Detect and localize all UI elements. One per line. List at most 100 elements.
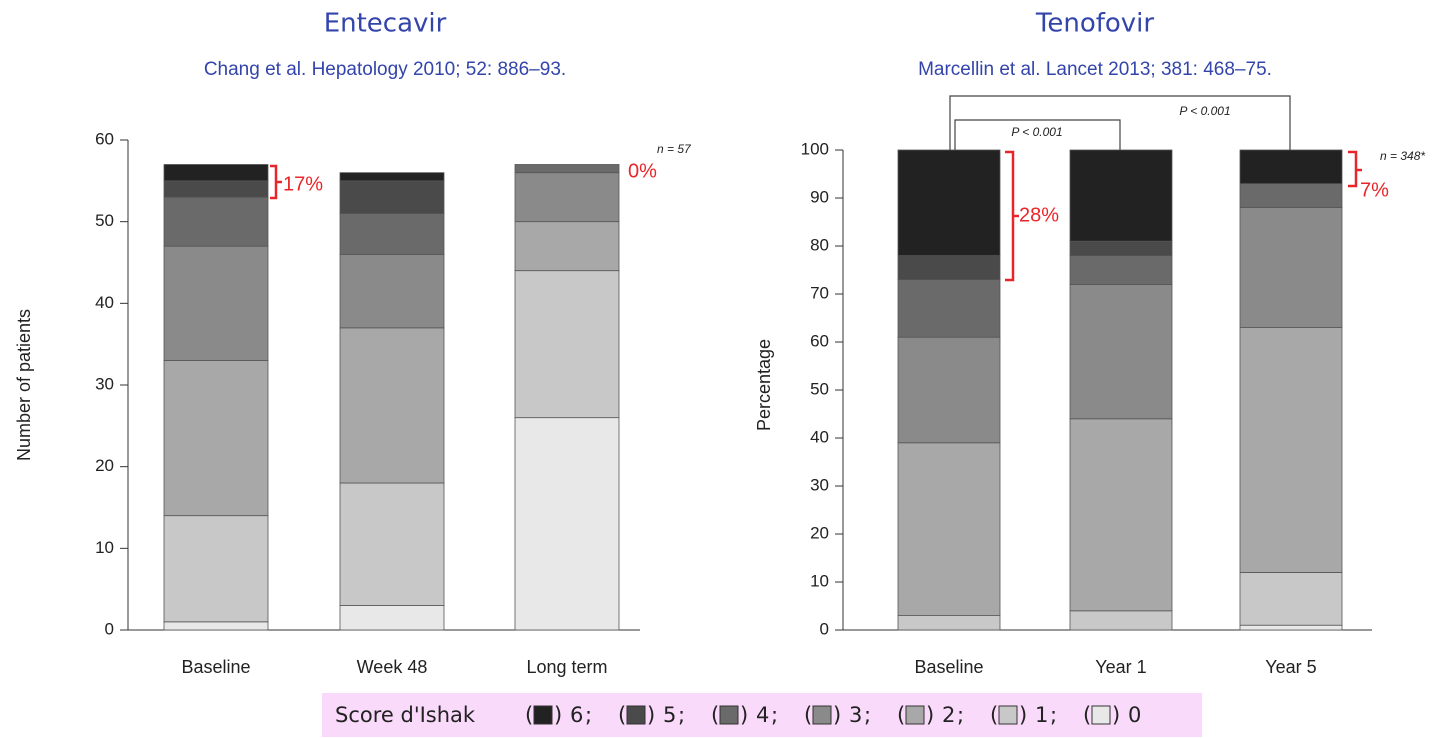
legend-label: 5 xyxy=(663,703,676,727)
annotation: n = 348* xyxy=(1380,149,1425,163)
annotation: 28% xyxy=(1019,204,1059,226)
annotation: 7% xyxy=(1360,179,1389,201)
bar-segment xyxy=(1069,283,1173,420)
legend-swatch xyxy=(626,705,646,725)
legend-separator: ; xyxy=(771,703,778,727)
bar-segment xyxy=(514,164,620,174)
legend-separator: ; xyxy=(957,703,964,727)
y-tick-label: 50 xyxy=(95,211,114,230)
legend-separator: ; xyxy=(678,703,685,727)
chart-subtitle: Marcellin et al. Lancet 2013; 381: 468–7… xyxy=(918,59,1272,80)
bar-segment xyxy=(1069,610,1173,631)
legend-separator: ; xyxy=(1050,703,1057,727)
bar-segment xyxy=(897,279,1001,338)
y-axis-label: Number of patients xyxy=(14,309,34,461)
bar-segment xyxy=(514,270,620,419)
y-tick-label: 70 xyxy=(810,283,829,302)
y-tick-label: 60 xyxy=(95,129,114,148)
y-tick-label: 0 xyxy=(105,619,114,638)
y-tick-label: 30 xyxy=(95,374,114,393)
bar-segment xyxy=(163,245,269,361)
legend-paren: ( xyxy=(897,703,905,727)
x-tick-label: Week 48 xyxy=(357,657,428,677)
legend-box xyxy=(322,693,1202,737)
legend-swatch xyxy=(1091,705,1111,725)
chart-subtitle: Chang et al. Hepatology 2010; 52: 886–93… xyxy=(204,59,566,80)
bar-segment xyxy=(339,327,445,484)
legend-label: 4 xyxy=(756,703,769,727)
legend-swatch xyxy=(719,705,739,725)
bar-segment xyxy=(163,164,269,182)
bar-segment xyxy=(897,615,1001,631)
y-tick-label: 10 xyxy=(810,571,829,590)
bar-segment xyxy=(1239,624,1343,631)
annotation: P < 0.001 xyxy=(1011,125,1062,139)
annotation: P < 0.001 xyxy=(1179,104,1230,118)
legend-paren: ) xyxy=(833,703,841,727)
bar-segment xyxy=(163,515,269,623)
chart-title: Tenofovir xyxy=(1035,9,1155,39)
y-tick-label: 90 xyxy=(810,187,829,206)
x-tick-label: Long term xyxy=(526,657,607,677)
annotation: 0% xyxy=(628,160,657,182)
bar-segment xyxy=(1239,327,1343,573)
brackets xyxy=(270,150,1362,282)
legend-paren: ) xyxy=(926,703,934,727)
bar-segment xyxy=(339,253,445,329)
x-tick-label: Baseline xyxy=(181,657,250,677)
legend-paren: ) xyxy=(1112,703,1120,727)
bar-segment xyxy=(514,417,620,631)
x-tick-label: Year 1 xyxy=(1095,657,1146,677)
bar-segment xyxy=(1239,207,1343,329)
legend-swatch xyxy=(533,705,553,725)
bar-segment xyxy=(1069,240,1173,256)
x-tick-label: Year 5 xyxy=(1265,657,1316,677)
annotation: 17% xyxy=(283,173,323,195)
legend-separator: ; xyxy=(864,703,871,727)
annotation: n = 57 xyxy=(657,142,692,156)
bar-segment xyxy=(897,255,1001,281)
y-tick-label: 30 xyxy=(810,475,829,494)
chart-title: Entecavir xyxy=(324,9,447,39)
legend-separator: ; xyxy=(585,703,592,727)
legend-paren: ) xyxy=(1019,703,1027,727)
bar-segment xyxy=(514,172,620,223)
legend-paren: ( xyxy=(711,703,719,727)
bar-segment xyxy=(1239,572,1343,626)
legend-swatch xyxy=(812,705,832,725)
legend-label: 6 xyxy=(570,703,583,727)
legend-paren: ( xyxy=(990,703,998,727)
y-tick-label: 80 xyxy=(810,235,829,254)
bar-segment xyxy=(339,482,445,606)
legend-label: 3 xyxy=(849,703,862,727)
y-tick-label: 50 xyxy=(810,379,829,398)
y-tick-label: 60 xyxy=(810,331,829,350)
y-tick-label: 20 xyxy=(810,523,829,542)
legend-label: 1 xyxy=(1035,703,1048,727)
y-tick-label: 40 xyxy=(810,427,829,446)
bar-segment xyxy=(1069,149,1173,242)
y-tick-label: 10 xyxy=(95,538,114,557)
legend-paren: ( xyxy=(804,703,812,727)
legend-label: 0 xyxy=(1128,703,1141,727)
legend-paren: ( xyxy=(525,703,533,727)
legend-paren: ( xyxy=(618,703,626,727)
legend-paren: ) xyxy=(740,703,748,727)
bar-segment xyxy=(897,442,1001,616)
bar-segment xyxy=(163,196,269,247)
bar-segment xyxy=(514,221,620,272)
bar-segment xyxy=(897,336,1001,444)
y-axis-label: Percentage xyxy=(754,339,774,431)
legend-paren: ) xyxy=(647,703,655,727)
y-tick-label: 100 xyxy=(801,139,829,158)
bar-segment xyxy=(339,213,445,255)
legend-paren: ) xyxy=(554,703,562,727)
legend-title: Score d'Ishak xyxy=(335,703,476,727)
bar-segment xyxy=(163,621,269,631)
y-tick-label: 40 xyxy=(95,293,114,312)
y-tick-label: 20 xyxy=(95,456,114,475)
y-tick-label: 0 xyxy=(820,619,829,638)
bar-segment xyxy=(339,605,445,631)
bar-segment xyxy=(1239,149,1343,184)
